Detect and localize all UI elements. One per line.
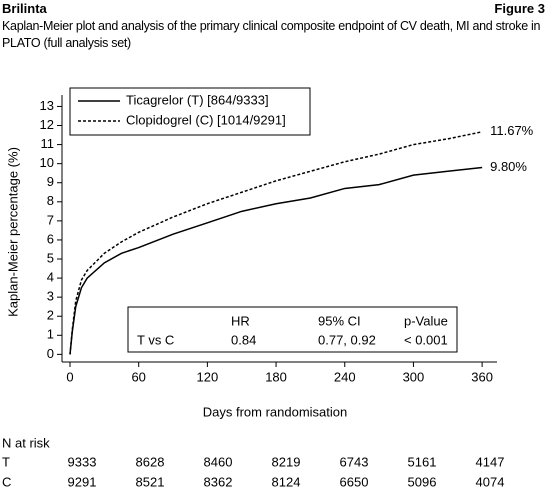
hr-table-box (127, 306, 458, 353)
risk-cell: 5161 (408, 454, 437, 469)
end-label: 11.67% (490, 123, 534, 138)
legend-box (69, 87, 311, 136)
header-left: Brilinta (2, 1, 47, 16)
hr-table-header: 95% CI (318, 313, 361, 328)
risk-cell: 9291 (68, 474, 97, 489)
header-right: Figure 3 (494, 1, 545, 16)
y-tick-label: 7 (47, 212, 54, 227)
y-tick-label: 3 (47, 289, 54, 304)
y-tick-label: 2 (47, 308, 54, 323)
y-tick-label: 10 (40, 155, 54, 170)
hr-table-cell: T vs C (137, 332, 174, 347)
legend-label: Clopidogrel (C) [1014/9291] (126, 112, 286, 127)
risk-row-label: T (2, 454, 10, 469)
x-tick-label: 360 (471, 369, 493, 384)
risk-cell: 8460 (204, 454, 233, 469)
y-tick-label: 4 (47, 270, 54, 285)
x-tick-label: 120 (197, 369, 219, 384)
x-tick-label: 60 (131, 369, 145, 384)
risk-title: N at risk (2, 435, 50, 450)
x-tick-label: 180 (265, 369, 287, 384)
hr-table-header: p-Value (404, 313, 448, 328)
risk-cell: 8628 (136, 454, 165, 469)
risk-cell: 4147 (476, 454, 505, 469)
y-tick-label: 0 (47, 346, 54, 361)
hr-table-cell: < 0.001 (404, 332, 448, 347)
risk-cell: 8219 (272, 454, 301, 469)
y-tick-label: 1 (47, 327, 54, 342)
hr-table-cell: 0.84 (231, 332, 256, 347)
y-tick-label: 5 (47, 250, 54, 265)
x-axis-label: Days from randomisation (203, 404, 348, 419)
y-tick-label: 12 (40, 117, 54, 132)
end-label: 9.80% (490, 159, 527, 174)
risk-row-label: C (2, 474, 11, 489)
risk-cell: 5096 (408, 474, 437, 489)
risk-cell: 4074 (476, 474, 505, 489)
risk-cell: 8521 (136, 474, 165, 489)
risk-cell: 8362 (204, 474, 233, 489)
hr-table-cell: 0.77, 0.92 (318, 332, 376, 347)
x-tick-label: 300 (403, 369, 425, 384)
y-axis-label: Kaplan-Meier percentage (%) (5, 147, 20, 317)
legend-label: Ticagrelor (T) [864/9333] (126, 92, 269, 107)
risk-cell: 8124 (272, 474, 301, 489)
risk-cell: 9333 (68, 454, 97, 469)
y-tick-label: 11 (41, 136, 55, 151)
risk-cell: 6650 (340, 474, 369, 489)
y-tick-label: 13 (40, 98, 54, 113)
km-curve (69, 131, 483, 355)
hr-table-header: HR (231, 313, 250, 328)
y-tick-label: 9 (47, 174, 54, 189)
chart-title: Kaplan-Meier plot and analysis of the pr… (2, 19, 541, 50)
km-curve (69, 166, 483, 355)
x-tick-label: 240 (334, 369, 356, 384)
y-tick-label: 8 (47, 193, 54, 208)
risk-cell: 6743 (340, 454, 369, 469)
y-tick-label: 6 (47, 231, 54, 246)
x-tick-label: 0 (66, 369, 73, 384)
